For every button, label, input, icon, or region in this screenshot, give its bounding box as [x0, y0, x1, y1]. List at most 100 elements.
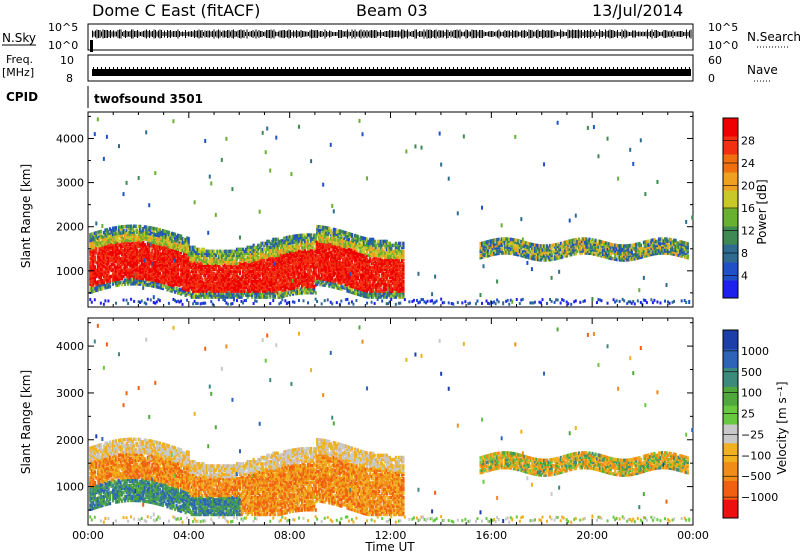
power-cell	[243, 261, 246, 266]
power-cell	[89, 276, 92, 281]
power-cell	[213, 287, 216, 291]
power-cell	[251, 269, 254, 273]
power-cell	[267, 283, 270, 287]
power-cell	[102, 238, 106, 243]
power-cell	[217, 295, 221, 299]
power-cell	[288, 278, 292, 283]
power-cell	[90, 300, 93, 304]
power-cell	[111, 272, 115, 276]
power-cell	[252, 291, 255, 295]
power-cell	[301, 251, 304, 255]
nsky-bar	[359, 30, 360, 38]
power-cell	[269, 255, 272, 260]
nsky-bar	[366, 30, 368, 38]
power-cell	[340, 255, 343, 260]
power-cell	[276, 255, 280, 260]
power-cell	[101, 237, 104, 241]
power-cell	[305, 245, 308, 249]
power-cell	[102, 240, 106, 245]
power-cell	[222, 283, 225, 287]
power-cell	[240, 263, 243, 268]
power-cell	[266, 291, 269, 295]
power-cell	[267, 287, 270, 291]
nsky-bar	[102, 29, 104, 39]
freq-tick	[321, 67, 322, 70]
nsky-bar	[272, 30, 273, 38]
nsky-bar	[480, 30, 482, 38]
power-cell	[228, 263, 231, 268]
power-cell	[193, 249, 196, 254]
power-cell	[322, 225, 325, 230]
power-cell	[89, 270, 92, 275]
power-cell	[190, 275, 193, 279]
freq-tick	[337, 67, 338, 70]
power-cell	[102, 284, 106, 288]
power-cell	[145, 261, 148, 265]
power-cell	[338, 241, 342, 245]
power-cell	[290, 252, 293, 257]
power-cell	[291, 274, 295, 278]
power-cell	[114, 245, 118, 250]
power-cell	[263, 243, 266, 248]
power-cell	[238, 261, 242, 266]
power-cell	[105, 273, 109, 278]
power-cell	[116, 241, 119, 246]
power-cell	[151, 230, 154, 234]
power-cell	[326, 252, 329, 256]
power-cell	[205, 253, 208, 258]
power-cell	[167, 266, 171, 271]
nsky-bar	[348, 31, 350, 37]
power-cell	[152, 264, 155, 269]
power-cell	[136, 272, 139, 276]
freq-tick	[405, 67, 406, 70]
power-cell	[288, 286, 292, 291]
power-cell	[116, 265, 119, 270]
power-cell	[328, 276, 331, 280]
power-cell	[214, 277, 217, 281]
power-cell	[140, 299, 143, 303]
power-cell	[266, 257, 269, 262]
power-cell	[237, 253, 240, 258]
power-cell	[158, 246, 162, 250]
power-cell	[355, 299, 358, 303]
power-cell	[222, 259, 225, 264]
freq-tick	[209, 67, 210, 70]
power-cell	[164, 257, 168, 262]
power-cell	[254, 289, 257, 293]
power-cell	[102, 252, 106, 257]
power-cell	[167, 284, 171, 288]
nsky-bar	[408, 31, 410, 37]
power-cell	[196, 265, 199, 270]
power-cell	[261, 265, 264, 270]
power-cell	[272, 245, 275, 250]
power-cell	[186, 252, 189, 256]
power-cell	[242, 287, 245, 291]
power-cell	[95, 288, 98, 293]
power-cell	[130, 242, 133, 246]
power-cell	[252, 285, 255, 289]
power-cell	[272, 277, 275, 281]
power-cell	[291, 238, 295, 243]
power-cell	[178, 251, 181, 256]
power-cell	[143, 301, 146, 305]
power-cell	[148, 253, 151, 258]
power-cell	[281, 278, 284, 283]
power-cell	[322, 281, 325, 285]
power-cell	[125, 278, 128, 282]
power-cell	[196, 251, 199, 256]
power-cell	[122, 238, 125, 243]
power-cell	[310, 282, 313, 287]
power-cell	[175, 243, 178, 247]
power-cell	[204, 289, 207, 293]
power-cell	[287, 275, 290, 279]
nsky-bar	[248, 32, 249, 36]
power-cell	[334, 265, 337, 270]
power-cell	[102, 248, 106, 253]
power-cell	[231, 255, 234, 260]
power-cell	[322, 235, 325, 240]
power-cell	[163, 229, 166, 233]
power-cell	[148, 269, 151, 274]
power-cell	[127, 272, 130, 276]
power-cell	[311, 245, 314, 249]
power-cell	[148, 271, 151, 276]
